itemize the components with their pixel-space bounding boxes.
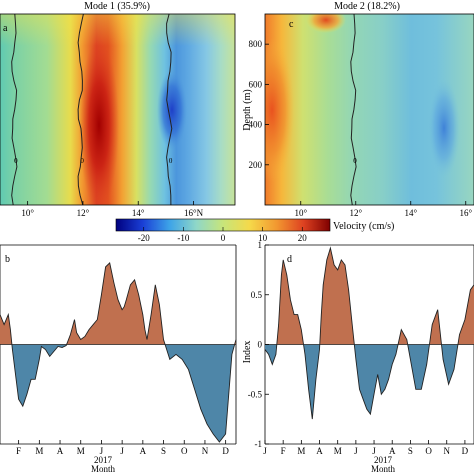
panel-c-label: c: [289, 19, 294, 30]
panel-c-y-ticks: 200 400 600 800: [249, 39, 269, 170]
zero-contour-label: 0: [169, 157, 173, 165]
x-tick-label: J: [263, 446, 267, 456]
x-tick-label: A: [316, 446, 323, 456]
x-tick-label: 10°: [21, 208, 34, 218]
panel-d-y-ticks: -1 -0.5 0 0.5 1: [248, 240, 269, 449]
x-tick-label: M: [77, 446, 85, 456]
x-tick-label: S: [408, 446, 413, 456]
x-tick-label: 14°: [404, 208, 417, 218]
panel-b-series: [0, 262, 237, 443]
x-tick-label: A: [389, 446, 396, 456]
y-tick-label: 1: [258, 240, 263, 250]
panel-a-title: Mode 1 (35.9%): [84, 1, 150, 12]
panel-c-zero-contours: 0: [350, 13, 357, 206]
y-tick-label: -0.5: [248, 389, 263, 399]
x-tick-label: J: [120, 446, 124, 456]
positive-area: [0, 262, 236, 345]
colorbar: -20 -10 0 10 20 Velocity (cm/s): [115, 218, 394, 243]
x-tick-label: 12°: [77, 208, 90, 218]
colorbar-tick-label: -10: [177, 233, 189, 243]
panel-c-frame: [264, 13, 474, 206]
panel-b-year: 2017: [94, 455, 113, 465]
x-tick-label: J: [354, 446, 358, 456]
panel-c-positive-core: [265, 38, 294, 182]
colorbar-tick-label: 10: [258, 233, 268, 243]
colorbar-tick-label: -20: [138, 233, 150, 243]
x-tick-label: 16°: [459, 208, 472, 218]
colorbar-tick-label: 20: [298, 233, 308, 243]
panel-a-frame: [0, 13, 236, 206]
panel-d-label: d: [287, 254, 292, 265]
panel-a-zero-contours: 0 0 0: [11, 13, 173, 206]
panel-d-y-label: Index: [242, 341, 253, 364]
x-tick-label: 16°N: [184, 208, 204, 218]
y-tick-label: -1: [255, 439, 263, 449]
panel-a-heatmap: 0 0 0 a Mode 1 (35.9%) 10° 12° 14° 16°N: [0, 1, 236, 218]
panel-a-positive-core: [79, 40, 119, 205]
negative-area: [0, 344, 236, 442]
panel-c-heatmap: 0 c Mode 2 (18.2%) Depth (m) 200 400 600 80…: [242, 1, 474, 218]
y-tick-label: 0: [258, 340, 263, 350]
x-tick-label: 12°: [349, 208, 362, 218]
colorbar-label: Velocity (cm/s): [333, 221, 394, 232]
zero-contour-label: 0: [80, 157, 84, 165]
panel-c-surface-core: [306, 14, 346, 33]
panel-b-area-chart: b F M A M J J A S O N D 2017 Month: [0, 244, 237, 474]
x-tick-label: A: [140, 446, 147, 456]
panel-c-negative-core: [428, 78, 460, 178]
x-tick-label: M: [35, 446, 43, 456]
negative-area: [265, 344, 474, 420]
panel-c-title: Mode 2 (18.2%): [334, 1, 400, 12]
x-tick-label: A: [57, 446, 64, 456]
y-tick-label: 600: [249, 79, 263, 89]
panel-d-series: [264, 246, 474, 420]
zero-contour-line: [11, 13, 18, 206]
x-tick-label: M: [297, 446, 305, 456]
colorbar-ticks: -20 -10 0 10 20: [138, 227, 308, 243]
x-tick-label: S: [161, 446, 166, 456]
series-line: [0, 262, 237, 443]
x-tick-label: F: [16, 446, 21, 456]
zero-contour-line: [77, 13, 84, 206]
panel-a-negative-core: [157, 70, 187, 150]
panel-d-area-chart: d -1 -0.5 0 0.5 1 Index J F M A M J J A S O N D 2017 Mo…: [242, 240, 474, 474]
zero-contour-label: 0: [14, 157, 18, 165]
x-tick-label: J: [372, 446, 376, 456]
y-tick-label: 200: [249, 160, 263, 170]
y-tick-label: 0.5: [251, 290, 263, 300]
colorbar-tick-label: 0: [221, 233, 226, 243]
x-tick-label: O: [181, 446, 188, 456]
x-tick-label: J: [100, 446, 104, 456]
panel-d-x-label: Month: [371, 464, 396, 474]
positive-area: [265, 248, 474, 345]
series-line: [264, 246, 474, 420]
x-tick-label: M: [334, 446, 342, 456]
panel-a-x-ticks: 10° 12° 14° 16°N: [21, 201, 204, 218]
y-tick-label: 800: [249, 39, 263, 49]
x-tick-label: N: [443, 446, 450, 456]
x-tick-label: 10°: [294, 208, 307, 218]
panel-c-y-label: Depth (m): [242, 89, 253, 130]
x-tick-label: O: [425, 446, 432, 456]
panel-a-label: a: [3, 23, 8, 34]
panel-d-year: 2017: [374, 455, 393, 465]
y-tick-label: 400: [249, 120, 263, 130]
x-tick-label: 14°: [132, 208, 145, 218]
zero-contour-label: 0: [353, 157, 357, 165]
x-tick-label: N: [202, 446, 209, 456]
panel-c-x-ticks: 10° 12° 14° 16°: [294, 201, 472, 218]
panel-b-x-label: Month: [91, 464, 116, 474]
panel-a-surface-band: [0, 14, 235, 46]
x-tick-label: D: [462, 446, 469, 456]
zero-contour-line: [166, 13, 173, 206]
x-tick-label: F: [281, 446, 286, 456]
zero-contour-line: [350, 13, 357, 206]
panel-b-label: b: [5, 254, 10, 265]
x-tick-label: D: [222, 446, 229, 456]
